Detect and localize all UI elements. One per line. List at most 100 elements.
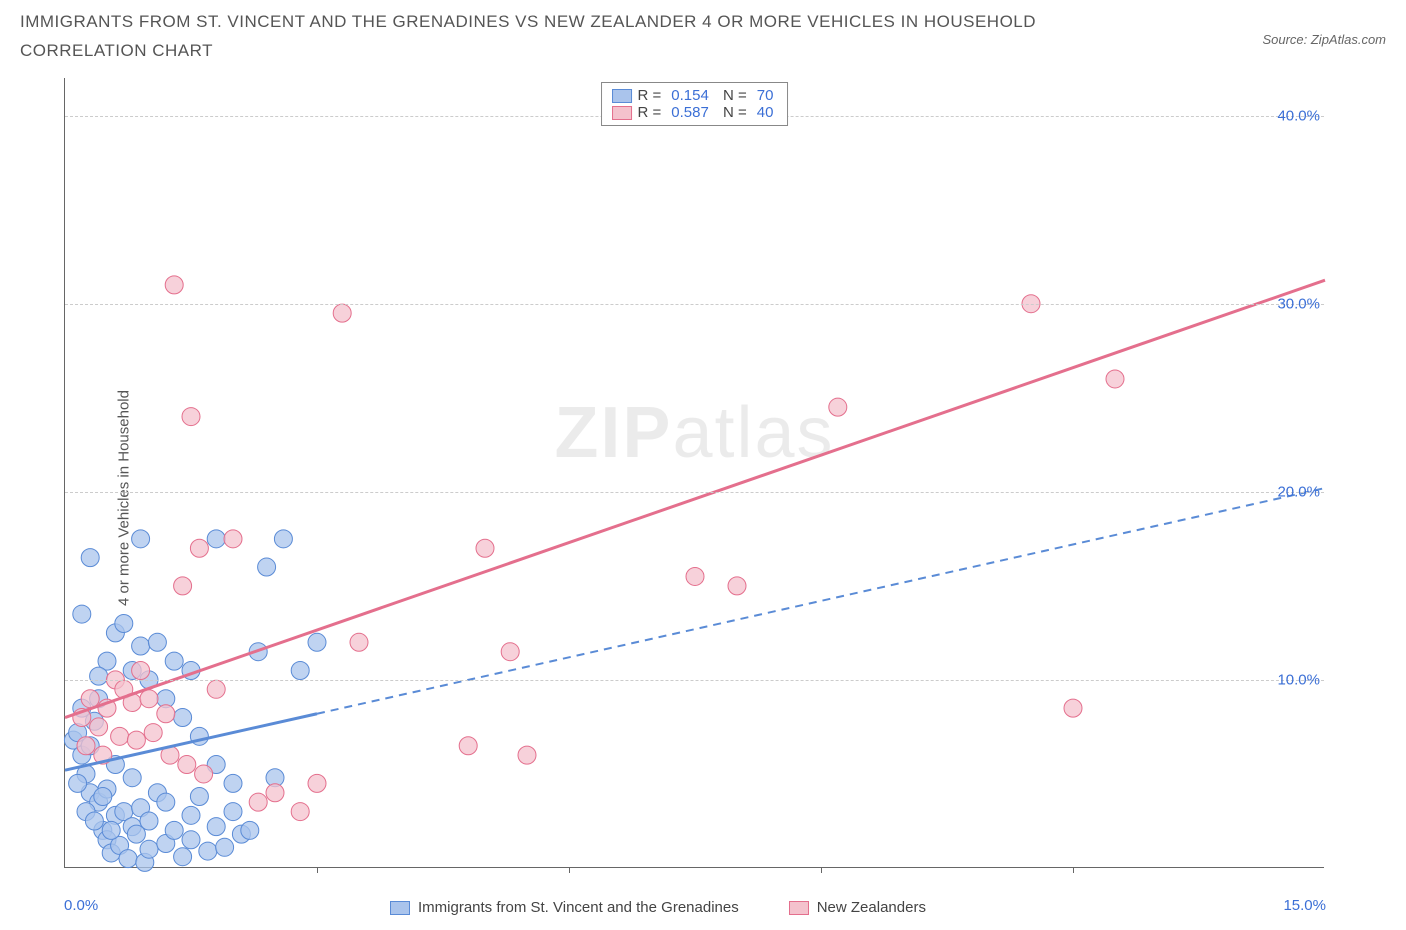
data-point [148,633,166,651]
data-point [165,821,183,839]
data-point [111,727,129,745]
data-point [165,652,183,670]
data-point [195,765,213,783]
data-point [274,530,292,548]
data-point [119,850,137,868]
data-point [127,731,145,749]
data-point [77,737,95,755]
gridline [65,304,1324,305]
data-point [224,530,242,548]
x-tick [1073,867,1074,873]
source-text: Source: ZipAtlas.com [1262,8,1386,47]
data-point [94,788,112,806]
data-point [291,803,309,821]
trend-line-solid [65,280,1325,717]
data-point [140,690,158,708]
x-tick [317,867,318,873]
data-point [249,793,267,811]
data-point [157,793,175,811]
data-point [476,539,494,557]
data-point [291,662,309,680]
swatch-blue-icon [612,89,632,103]
data-point [308,633,326,651]
data-point [350,633,368,651]
legend-item-2: New Zealanders [789,899,926,916]
data-point [308,774,326,792]
data-point [728,577,746,595]
data-point [140,812,158,830]
swatch-pink-icon [789,901,809,915]
data-point [174,577,192,595]
data-point [132,662,150,680]
chart-container: 4 or more Vehicles in Household R = 0.15… [20,78,1386,918]
data-point [73,605,91,623]
data-point [157,705,175,723]
data-point [90,667,108,685]
data-point [241,821,259,839]
n-value-2: 40 [753,104,778,121]
data-point [216,838,234,856]
x-tick [821,867,822,873]
data-point [1064,699,1082,717]
data-point [207,680,225,698]
data-point [178,756,196,774]
data-point [207,818,225,836]
data-point [459,737,477,755]
data-point [518,746,536,764]
scatter-svg [65,78,1324,867]
data-point [190,788,208,806]
n-value-1: 70 [753,87,778,104]
data-point [199,842,217,860]
data-point [174,848,192,866]
data-point [81,549,99,567]
data-point [182,831,200,849]
x-tick [569,867,570,873]
stats-row-series1: R = 0.154 N = 70 [612,87,778,104]
data-point [132,530,150,548]
data-point [69,774,87,792]
y-tick-label: 10.0% [1277,671,1320,688]
data-point [182,408,200,426]
data-point [102,821,120,839]
plot-area: R = 0.154 N = 70 R = 0.587 N = 40 ZIPatl… [64,78,1324,868]
r-value-1: 0.154 [667,87,713,104]
data-point [207,530,225,548]
legend-label-2: New Zealanders [817,899,926,916]
data-point [266,784,284,802]
data-point [123,769,141,787]
data-point [85,812,103,830]
data-point [829,398,847,416]
data-point [174,709,192,727]
legend-item-1: Immigrants from St. Vincent and the Gren… [390,899,739,916]
x-axis-max-label: 15.0% [1283,897,1326,914]
stats-row-series2: R = 0.587 N = 40 [612,104,778,121]
data-point [144,724,162,742]
data-point [258,558,276,576]
data-point [501,643,519,661]
r-value-2: 0.587 [667,104,713,121]
data-point [1106,370,1124,388]
data-point [140,840,158,858]
y-tick-label: 30.0% [1277,295,1320,312]
y-tick-label: 20.0% [1277,483,1320,500]
data-point [90,718,108,736]
swatch-pink-icon [612,106,632,120]
swatch-blue-icon [390,901,410,915]
data-point [182,806,200,824]
data-point [132,637,150,655]
gridline [65,680,1324,681]
series-legend: Immigrants from St. Vincent and the Gren… [390,899,926,916]
gridline [65,492,1324,493]
data-point [165,276,183,294]
data-point [333,304,351,322]
data-point [115,614,133,632]
x-axis-min-label: 0.0% [64,897,98,914]
legend-label-1: Immigrants from St. Vincent and the Gren… [418,899,739,916]
data-point [224,803,242,821]
y-tick-label: 40.0% [1277,107,1320,124]
chart-title: IMMIGRANTS FROM ST. VINCENT AND THE GREN… [20,8,1140,66]
data-point [224,774,242,792]
data-point [686,567,704,585]
data-point [190,539,208,557]
stats-legend: R = 0.154 N = 70 R = 0.587 N = 40 [601,82,789,126]
